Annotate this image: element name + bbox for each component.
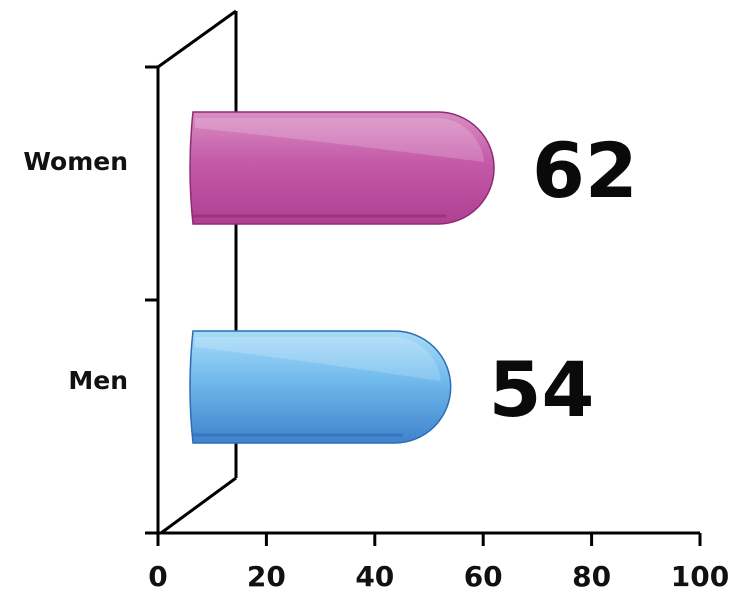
x-tick-label: 100 [671,560,729,593]
x-tick-label: 60 [464,560,503,593]
x-tick-label: 80 [572,560,611,593]
x-tick-label: 20 [247,560,286,593]
x-axis-ticks: 0 20 40 60 80 100 [148,533,729,593]
back-plane-bottom-edge [160,476,237,535]
bars [189,111,495,444]
category-labels: Women Men [23,147,128,395]
bar-men [189,330,452,444]
value-label-men: 54 [489,345,595,434]
bar-women-highlight [195,118,485,162]
back-plane-top-edge [157,9,237,69]
value-label-women: 62 [532,126,638,215]
category-label-women: Women [23,147,128,176]
x-tick-label: 40 [355,560,394,593]
bar-women [189,111,495,225]
category-label-men: Men [68,366,128,395]
axis-frame [145,9,700,535]
value-labels: 62 54 [489,126,638,434]
bar-men-highlight [195,337,441,381]
x-tick-label: 0 [148,560,167,593]
